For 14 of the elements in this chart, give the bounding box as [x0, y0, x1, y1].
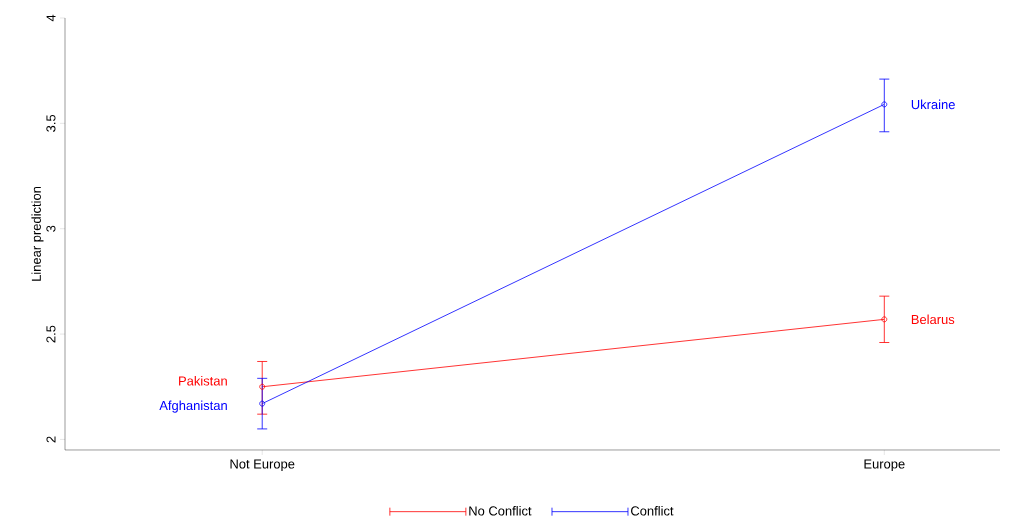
x-tick-label: Europe: [864, 459, 905, 472]
y-tick-label: 2: [46, 436, 56, 443]
y-tick-label: 4: [46, 14, 56, 22]
y-tick-label: 3: [46, 225, 56, 232]
y-axis-title: Linear prediction: [31, 186, 44, 281]
annotation: Pakistan: [179, 376, 227, 386]
annotation: Belarus: [911, 314, 955, 325]
legend-label: Conflict: [631, 506, 674, 516]
legend-label: No Conflict: [469, 506, 532, 516]
x-tick-label: Not Europe: [230, 459, 295, 472]
annotation: Ukraine: [911, 99, 955, 110]
annotation: Afghanistan: [159, 400, 227, 413]
y-tick-label: 3.5: [46, 114, 56, 132]
y-tick-label: 2.5: [46, 325, 56, 343]
